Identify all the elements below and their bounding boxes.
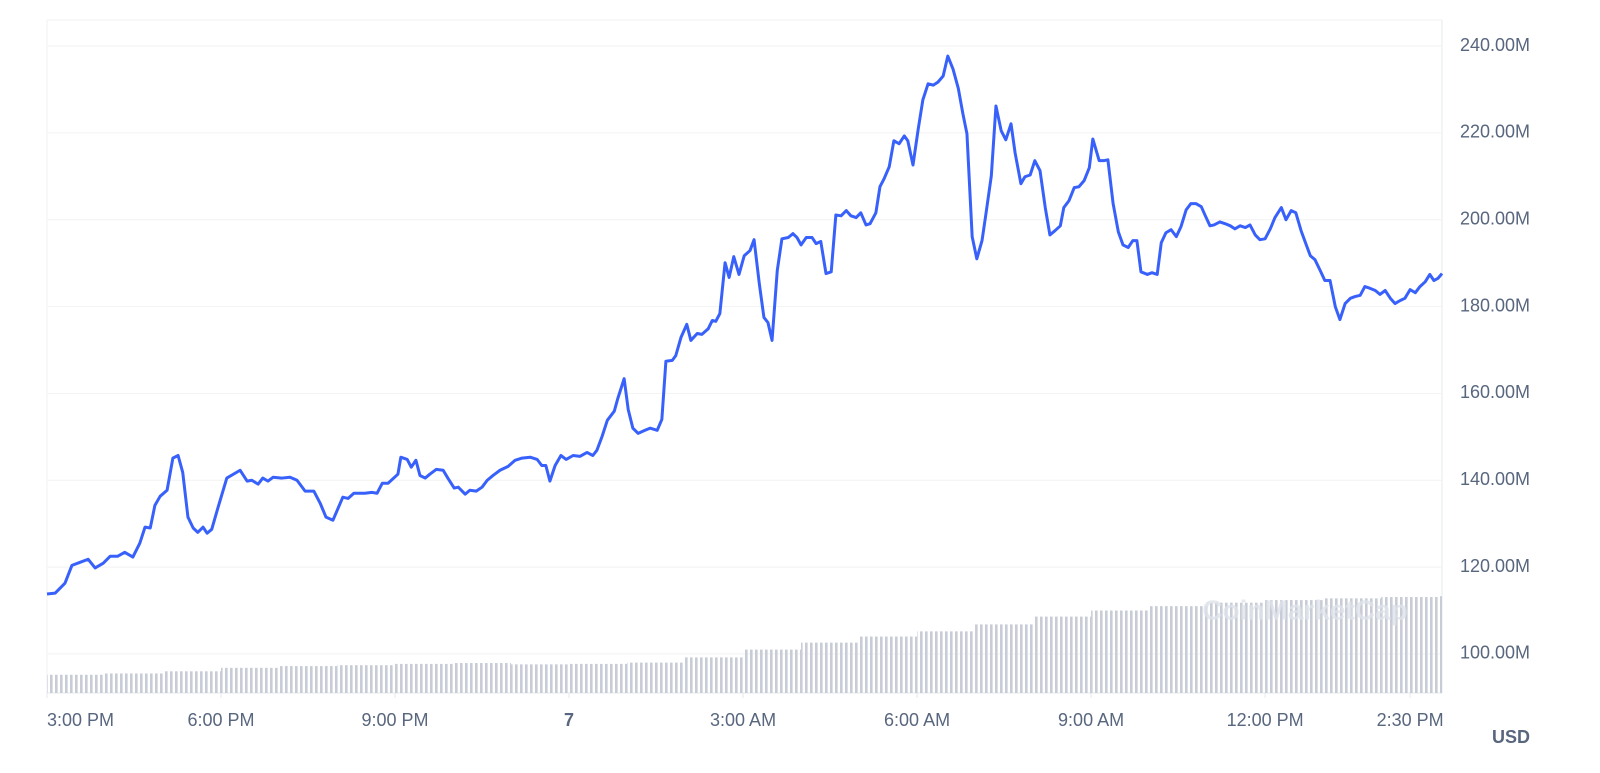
watermark: CoinMarketCap	[1202, 594, 1407, 625]
volume-bar	[1439, 596, 1442, 693]
x-tick-label: 6:00 AM	[884, 710, 950, 730]
price-line	[46, 54, 1444, 596]
volume-bar	[47, 674, 106, 693]
volume-bar	[221, 667, 280, 693]
volume-bar	[917, 631, 976, 693]
y-tick-label: 220.00M	[1460, 122, 1530, 142]
volume-bar	[975, 624, 1034, 693]
volume-bar	[453, 663, 512, 693]
volume-bar	[1091, 610, 1150, 693]
y-tick-label: 240.00M	[1460, 35, 1530, 55]
lines	[46, 54, 1444, 596]
x-tick-label: 6:00 PM	[187, 710, 254, 730]
volume-bar	[685, 657, 744, 693]
volume-bar	[1323, 598, 1382, 693]
volume-bar	[1149, 606, 1208, 693]
volume-bars	[47, 596, 1442, 693]
unit-label: USD	[1492, 727, 1530, 747]
volume-bar	[801, 642, 860, 693]
volume-bar	[163, 671, 222, 693]
y-tick-label: 160.00M	[1460, 382, 1530, 402]
x-tick-label: 3:00 PM	[47, 710, 114, 730]
volume-bar	[511, 664, 570, 693]
volume-bar	[1207, 602, 1266, 693]
x-tick-label: 9:00 AM	[1058, 710, 1124, 730]
volume-bar	[395, 663, 454, 693]
x-tick-label: 9:00 PM	[362, 710, 429, 730]
volume-bar	[1381, 597, 1440, 693]
y-tick-label: 120.00M	[1460, 556, 1530, 576]
volume-bar	[279, 666, 338, 693]
volume-bar	[1265, 600, 1324, 693]
volume-bar	[1033, 616, 1092, 693]
y-tick-label: 180.00M	[1460, 295, 1530, 315]
y-tick-label: 100.00M	[1460, 643, 1530, 663]
y-tick-label: 140.00M	[1460, 469, 1530, 489]
x-tick-label: 12:00 PM	[1227, 710, 1304, 730]
x-tick-label: 2:30 PM	[1377, 710, 1444, 730]
volume-bar	[743, 649, 802, 693]
x-tick-label: 3:00 AM	[710, 710, 776, 730]
volume-bar	[337, 665, 396, 693]
volume-bar	[105, 673, 164, 693]
y-tick-label: 200.00M	[1460, 208, 1530, 228]
labels: 100.00M 120.00M 140.00M 160.00M 180.00M 200.0…	[47, 35, 1530, 730]
x-tick-label: 7	[564, 710, 574, 730]
volume-bar	[569, 663, 628, 693]
volume-bar	[627, 662, 686, 693]
volume-bar	[859, 636, 918, 693]
